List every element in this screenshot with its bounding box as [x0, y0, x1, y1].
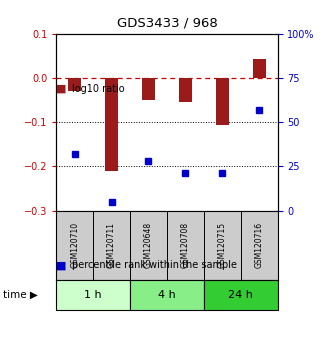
Bar — [179, 78, 192, 102]
Text: ■: ■ — [56, 261, 67, 270]
Bar — [142, 78, 155, 100]
Text: log10 ratio: log10 ratio — [72, 84, 125, 93]
Bar — [253, 59, 266, 78]
Text: GSM120716: GSM120716 — [255, 222, 264, 268]
Text: GSM120711: GSM120711 — [107, 222, 116, 268]
Text: GSM120708: GSM120708 — [181, 222, 190, 268]
Text: 4 h: 4 h — [158, 290, 176, 300]
Bar — [216, 78, 229, 125]
Text: 1 h: 1 h — [84, 290, 102, 300]
Bar — [105, 78, 118, 171]
Bar — [68, 78, 81, 91]
Text: 24 h: 24 h — [228, 290, 253, 300]
Text: GSM120648: GSM120648 — [144, 222, 153, 268]
Bar — [56, 280, 130, 310]
Bar — [204, 280, 278, 310]
Text: GSM120715: GSM120715 — [218, 222, 227, 268]
Text: percentile rank within the sample: percentile rank within the sample — [72, 261, 237, 270]
Title: GDS3433 / 968: GDS3433 / 968 — [117, 17, 217, 30]
Text: GSM120710: GSM120710 — [70, 222, 79, 268]
Text: time ▶: time ▶ — [3, 290, 38, 300]
Text: ■: ■ — [56, 84, 67, 93]
Bar — [130, 280, 204, 310]
